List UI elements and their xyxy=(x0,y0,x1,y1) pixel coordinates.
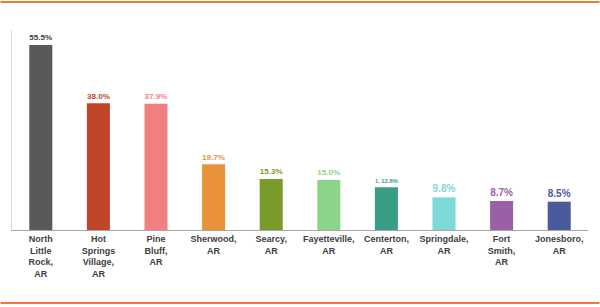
svg-text:8.5%: 8.5% xyxy=(548,188,571,199)
svg-text:Fayetteville,AR: Fayetteville,AR xyxy=(303,234,355,256)
svg-text:Jonesboro,AR: Jonesboro,AR xyxy=(535,234,584,256)
svg-text:Searcy,AR: Searcy,AR xyxy=(256,234,287,256)
svg-text:Springdale,AR: Springdale,AR xyxy=(419,234,468,256)
svg-text:15.3%: 15.3% xyxy=(260,167,283,176)
svg-text:Centerton,AR: Centerton,AR xyxy=(364,234,409,256)
svg-text:1. 12.8%: 1. 12.8% xyxy=(375,178,399,184)
svg-text:Sherwood,AR: Sherwood,AR xyxy=(191,234,237,256)
svg-text:NorthLittleRock,AR: NorthLittleRock,AR xyxy=(29,234,54,279)
svg-text:37.9%: 37.9% xyxy=(145,92,168,101)
svg-text:55.5%: 55.5% xyxy=(29,33,52,42)
svg-text:HotSpringsVillage,AR: HotSpringsVillage,AR xyxy=(82,234,116,279)
svg-text:19.7%: 19.7% xyxy=(202,153,225,162)
svg-text:15.0%: 15.0% xyxy=(317,168,340,177)
svg-text:FortSmith,AR: FortSmith,AR xyxy=(488,234,516,267)
svg-text:9.8%: 9.8% xyxy=(433,183,456,194)
svg-text:PineBluff,AR: PineBluff,AR xyxy=(145,234,168,267)
svg-text:8.7%: 8.7% xyxy=(490,187,513,198)
svg-text:38.0%: 38.0% xyxy=(87,92,110,101)
